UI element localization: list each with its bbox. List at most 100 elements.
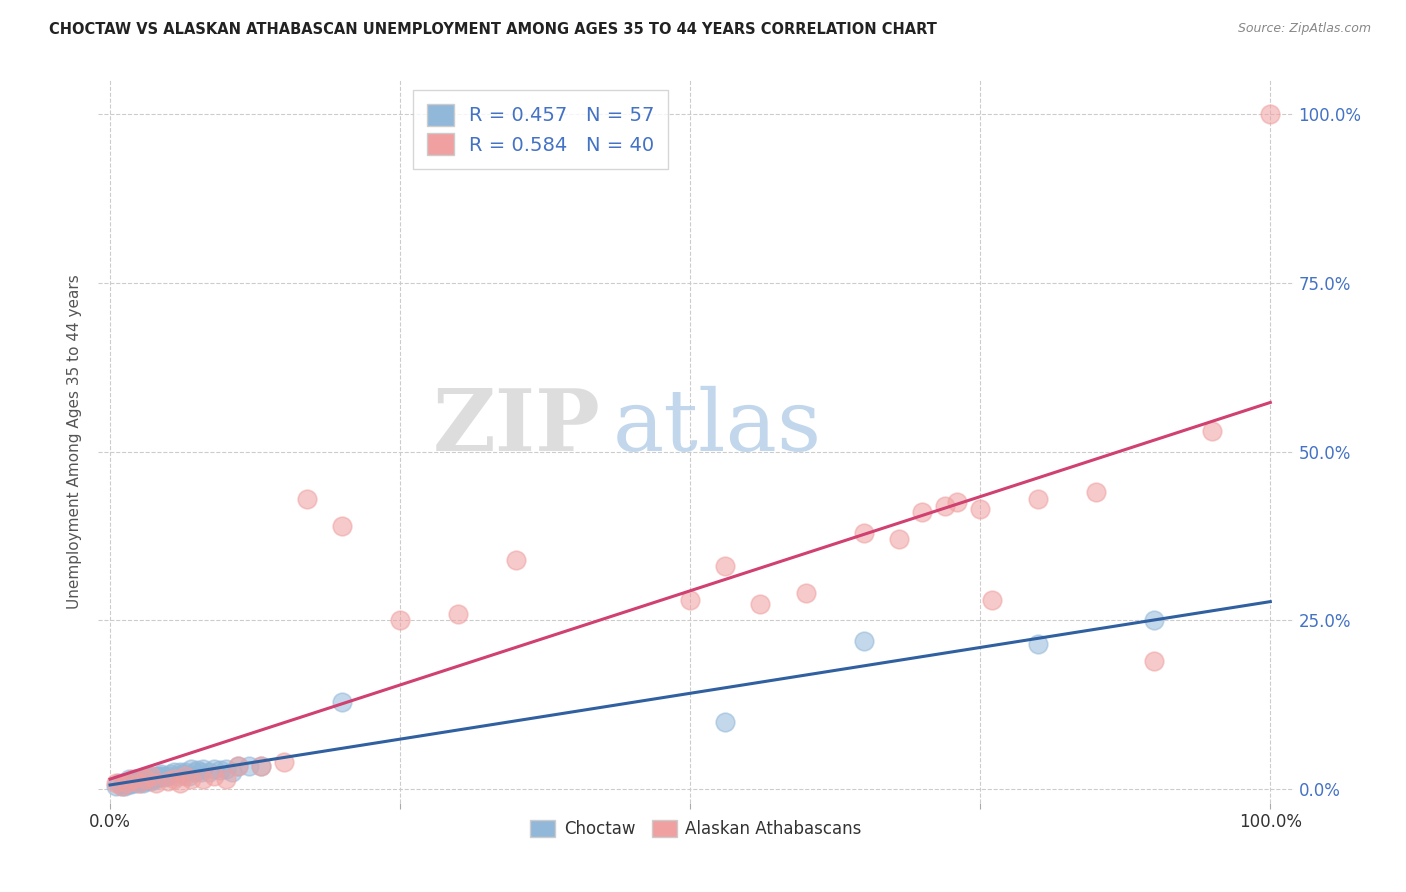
Point (1085, 485, 1108, 500)
Point (172, 767, 194, 781)
Point (136, 772, 159, 787)
Point (145, 772, 167, 787)
Point (714, 714, 737, 729)
Point (117, 772, 139, 787)
Point (679, 593, 702, 607)
Point (163, 772, 186, 787)
Text: atlas: atlas (613, 385, 821, 468)
Point (297, 491, 319, 506)
Legend: Choctaw, Alaskan Athabascans: Choctaw, Alaskan Athabascans (523, 814, 869, 845)
Point (131, 774, 153, 789)
Point (215, 772, 238, 787)
Point (129, 772, 152, 787)
Point (887, 533, 910, 547)
Point (120, 777, 142, 791)
Point (1143, 614, 1166, 628)
Point (946, 495, 969, 509)
Point (134, 772, 156, 787)
Point (748, 597, 770, 611)
Point (197, 765, 219, 780)
Y-axis label: Unemployment Among Ages 35 to 44 years: Unemployment Among Ages 35 to 44 years (67, 274, 83, 609)
Point (153, 770, 176, 784)
Point (122, 772, 145, 787)
Point (186, 764, 208, 778)
Point (330, 694, 353, 708)
Point (969, 502, 991, 516)
Point (215, 762, 238, 776)
Point (111, 779, 134, 793)
Point (934, 499, 956, 513)
Point (1026, 491, 1049, 506)
Point (180, 762, 202, 776)
Point (1026, 637, 1049, 651)
Point (204, 762, 226, 776)
Point (125, 774, 148, 789)
Point (191, 772, 214, 787)
Point (157, 769, 180, 783)
Point (146, 769, 169, 783)
Point (1258, 107, 1281, 121)
Point (911, 505, 934, 519)
Point (209, 764, 232, 778)
Point (117, 775, 139, 789)
Point (853, 525, 876, 540)
Point (191, 762, 214, 776)
Point (141, 769, 163, 783)
Point (139, 769, 162, 783)
Point (111, 779, 134, 793)
Point (145, 775, 167, 789)
Point (1201, 425, 1223, 439)
Point (226, 758, 249, 772)
Point (163, 765, 186, 780)
Point (114, 779, 136, 793)
Point (980, 593, 1002, 607)
Point (221, 765, 243, 780)
Point (273, 756, 295, 770)
Point (250, 758, 273, 772)
Point (128, 775, 150, 789)
Point (118, 775, 141, 789)
Point (124, 775, 146, 789)
Point (150, 767, 173, 781)
Point (1143, 654, 1166, 668)
Text: CHOCTAW VS ALASKAN ATHABASCAN UNEMPLOYMENT AMONG AGES 35 TO 44 YEARS CORRELATION: CHOCTAW VS ALASKAN ATHABASCAN UNEMPLOYME… (49, 22, 936, 37)
Point (177, 769, 200, 783)
Point (794, 586, 817, 600)
Point (389, 614, 412, 628)
Point (183, 765, 205, 780)
Point (157, 774, 180, 789)
Point (148, 770, 170, 784)
Point (131, 775, 153, 789)
Point (142, 772, 165, 787)
Point (104, 779, 127, 793)
Point (117, 777, 139, 791)
Point (169, 775, 191, 789)
Point (112, 775, 135, 789)
Text: Source: ZipAtlas.com: Source: ZipAtlas.com (1237, 22, 1371, 36)
Point (134, 772, 156, 787)
Point (238, 758, 260, 772)
Point (135, 774, 157, 789)
Point (122, 774, 145, 789)
Point (169, 765, 191, 780)
Point (139, 774, 162, 789)
Point (159, 767, 181, 781)
Point (250, 758, 273, 772)
Point (104, 775, 127, 789)
Point (143, 770, 166, 784)
Point (330, 519, 353, 533)
Point (136, 770, 159, 784)
Text: ZIP: ZIP (433, 385, 600, 469)
Point (204, 769, 226, 783)
Point (447, 607, 470, 621)
Point (505, 552, 527, 566)
Point (166, 769, 188, 783)
Point (853, 633, 876, 648)
Point (714, 559, 737, 574)
Point (180, 772, 202, 787)
Point (190, 765, 212, 780)
Point (150, 769, 173, 783)
Point (128, 775, 150, 789)
Point (174, 769, 197, 783)
Point (108, 775, 131, 789)
